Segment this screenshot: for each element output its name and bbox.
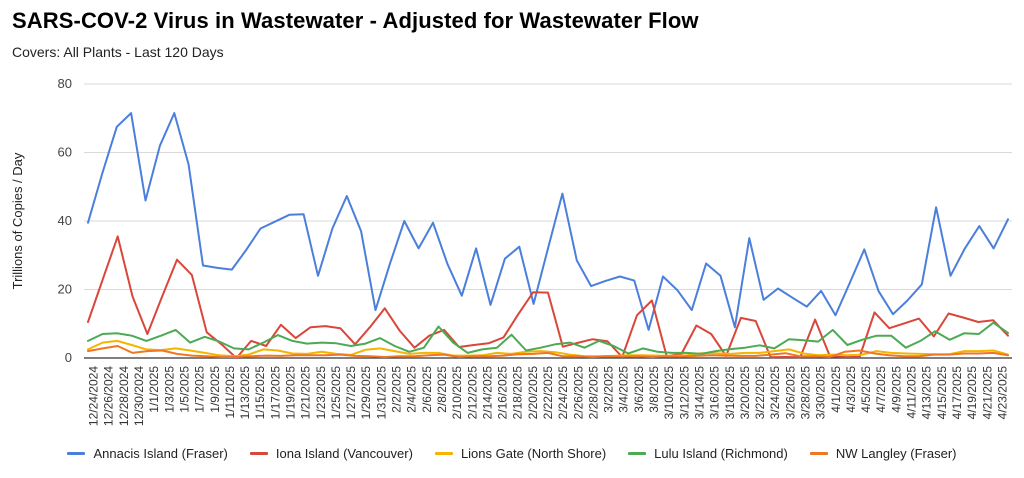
legend-label: Lions Gate (North Shore) — [460, 446, 607, 461]
x-tick-label: 3/28/2025 — [799, 366, 813, 420]
series-line-4 — [87, 345, 1009, 358]
x-tick-label: 1/9/2025 — [208, 366, 222, 413]
x-tick-label: 3/16/2025 — [708, 366, 722, 420]
series-line-2 — [87, 339, 1009, 358]
x-tick-label: 4/3/2025 — [844, 366, 858, 413]
x-tick-label: 3/18/2025 — [723, 366, 737, 420]
x-tick-label: 4/13/2025 — [920, 366, 934, 420]
legend-label: Lulu Island (Richmond) — [654, 446, 788, 461]
x-tick-label: 3/22/2025 — [753, 366, 767, 420]
y-tick-label: 0 — [65, 350, 72, 365]
x-tick-label: 1/3/2025 — [162, 366, 176, 413]
x-tick-label: 2/2/2025 — [390, 366, 404, 413]
legend-swatch — [809, 452, 828, 455]
x-tick-label: 1/15/2025 — [253, 366, 267, 420]
x-tick-label: 4/7/2025 — [874, 366, 888, 413]
x-tick-label: 1/1/2025 — [147, 366, 161, 413]
x-tick-label: 3/24/2025 — [768, 366, 782, 420]
legend-swatch — [249, 452, 268, 455]
x-tick-label: 3/2/2025 — [602, 366, 616, 413]
legend-item: Annacis Island (Fraser) — [67, 446, 228, 461]
x-tick-label: 3/14/2025 — [692, 366, 706, 420]
x-tick-label: 2/4/2025 — [405, 366, 419, 413]
x-tick-label: 2/12/2025 — [465, 366, 479, 420]
y-tick-label: 60 — [58, 145, 72, 160]
x-tick-label: 1/17/2025 — [268, 366, 282, 420]
x-tick-label: 3/30/2025 — [814, 366, 828, 420]
legend-label: NW Langley (Fraser) — [835, 446, 957, 461]
x-tick-label: 1/19/2025 — [283, 366, 297, 420]
legend-swatch — [67, 452, 86, 455]
x-tick-label: 3/8/2025 — [647, 366, 661, 413]
x-tick-label: 3/6/2025 — [632, 366, 646, 413]
x-tick-label: 4/5/2025 — [859, 366, 873, 413]
legend-item: NW Langley (Fraser) — [809, 446, 957, 461]
x-tick-label: 2/18/2025 — [511, 366, 525, 420]
x-tick-label: 1/27/2025 — [344, 366, 358, 420]
chart-subtitle: Covers: All Plants - Last 120 Days — [12, 44, 224, 60]
series-line-0 — [87, 112, 1009, 331]
x-tick-label: 1/5/2025 — [177, 366, 191, 413]
legend-label: Iona Island (Vancouver) — [275, 446, 413, 461]
x-tick-label: 2/24/2025 — [556, 366, 570, 420]
x-tick-label: 1/7/2025 — [193, 366, 207, 413]
x-tick-label: 3/20/2025 — [738, 366, 752, 420]
x-tick-label: 4/23/2025 — [995, 366, 1009, 420]
x-tick-label: 2/6/2025 — [420, 366, 434, 413]
y-tick-label: 40 — [58, 213, 72, 228]
x-tick-label: 2/10/2025 — [450, 366, 464, 420]
y-axis-title: Trillions of Copies / Day — [10, 152, 25, 289]
x-tick-label: 1/11/2025 — [223, 366, 237, 419]
x-tick-label: 1/29/2025 — [359, 366, 373, 420]
x-tick-label: 3/26/2025 — [783, 366, 797, 420]
x-tick-label: 4/9/2025 — [889, 366, 903, 413]
x-tick-label: 1/25/2025 — [329, 366, 343, 420]
x-tick-label: 1/21/2025 — [299, 366, 313, 420]
x-tick-label: 2/8/2025 — [435, 366, 449, 413]
x-tick-label: 2/28/2025 — [586, 366, 600, 420]
x-tick-label: 3/4/2025 — [617, 366, 631, 413]
x-tick-label: 12/26/2024 — [102, 366, 116, 426]
x-tick-label: 2/22/2025 — [541, 366, 555, 420]
x-tick-label: 12/24/2024 — [87, 366, 101, 426]
x-tick-label: 2/14/2025 — [480, 366, 494, 420]
x-tick-label: 4/11/2025 — [905, 366, 919, 419]
legend-swatch — [628, 452, 647, 455]
x-tick-label: 4/21/2025 — [980, 366, 994, 420]
x-tick-label: 1/23/2025 — [314, 366, 328, 420]
x-tick-label: 4/17/2025 — [950, 366, 964, 420]
series-line-3 — [87, 321, 1009, 355]
legend-swatch — [434, 452, 453, 455]
chart-title: SARS-COV-2 Virus in Wastewater - Adjuste… — [12, 8, 699, 33]
x-tick-label: 4/15/2025 — [935, 366, 949, 420]
x-tick-label: 12/30/2024 — [132, 366, 146, 426]
legend-label: Annacis Island (Fraser) — [93, 446, 228, 461]
y-tick-label: 80 — [58, 76, 72, 91]
x-tick-label: 12/28/2024 — [117, 366, 131, 426]
x-tick-label: 2/20/2025 — [526, 366, 540, 420]
series-line-1 — [87, 235, 1009, 359]
y-tick-label: 20 — [58, 282, 72, 297]
x-tick-label: 1/31/2025 — [374, 366, 388, 420]
legend-item: Lulu Island (Richmond) — [628, 446, 788, 461]
x-tick-label: 4/19/2025 — [965, 366, 979, 420]
x-tick-label: 4/1/2025 — [829, 366, 843, 413]
legend-item: Lions Gate (North Shore) — [434, 446, 607, 461]
legend-item: Iona Island (Vancouver) — [249, 446, 413, 461]
x-tick-label: 2/16/2025 — [496, 366, 510, 420]
chart-legend: Annacis Island (Fraser) Iona Island (Vanc… — [0, 446, 1024, 461]
x-tick-label: 1/13/2025 — [238, 366, 252, 420]
x-tick-label: 2/26/2025 — [571, 366, 585, 420]
x-tick-label: 3/12/2025 — [677, 366, 691, 420]
x-tick-label: 3/10/2025 — [662, 366, 676, 420]
